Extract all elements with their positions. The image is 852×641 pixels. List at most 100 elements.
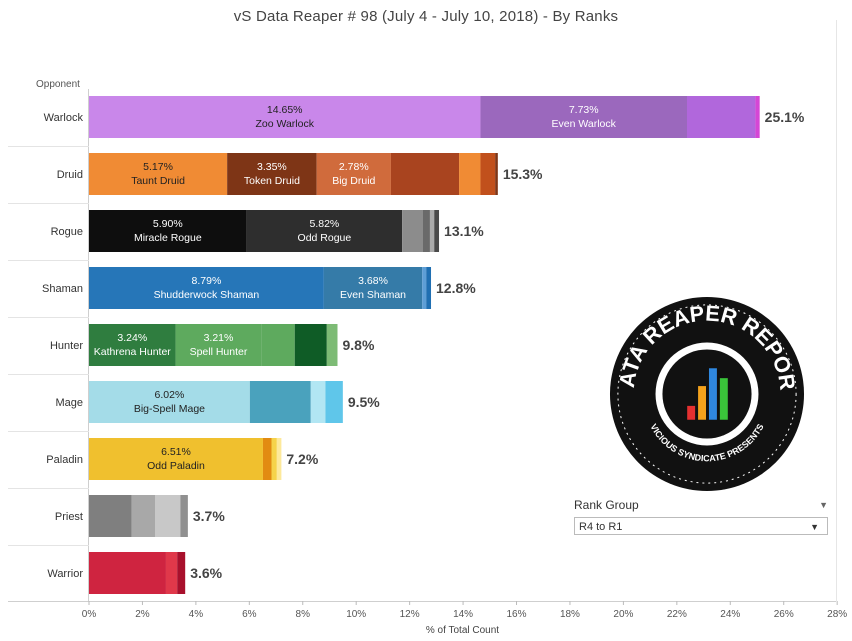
segment-name-label: Zoo Warlock xyxy=(255,118,314,130)
row-total-label: 3.7% xyxy=(193,508,225,524)
x-tick-label: 24% xyxy=(720,609,740,620)
x-tick-label: 6% xyxy=(242,609,257,620)
bar-segment xyxy=(89,438,263,480)
bar-segment xyxy=(165,552,178,594)
segment-value-label: 14.65% xyxy=(267,104,303,116)
bar-segment xyxy=(686,96,756,138)
dropdown-arrow-icon[interactable]: ▼ xyxy=(810,522,819,532)
row-total-label: 13.1% xyxy=(444,223,484,239)
bar-segment xyxy=(89,96,481,138)
rank-group-label: Rank Group xyxy=(574,498,639,512)
row-label: Warrior xyxy=(47,568,83,580)
bar-segment xyxy=(89,495,132,537)
x-tick-label: 26% xyxy=(774,609,794,620)
segment-name-label: Taunt Druid xyxy=(131,175,185,187)
bar-segment xyxy=(89,324,176,366)
segment-value-label: 5.17% xyxy=(143,161,173,173)
segment-name-label: Token Druid xyxy=(244,175,300,187)
x-tick-label: 20% xyxy=(613,609,633,620)
x-tick-label: 12% xyxy=(400,609,420,620)
segment-name-label: Big-Spell Mage xyxy=(134,403,205,415)
bar-segment xyxy=(402,210,423,252)
x-tick-label: 8% xyxy=(296,609,311,620)
segment-value-label: 6.02% xyxy=(155,389,185,401)
x-tick-label: 4% xyxy=(189,609,204,620)
row-total-label: 12.8% xyxy=(436,280,476,296)
bar-segment xyxy=(271,438,277,480)
bar-segment xyxy=(429,210,435,252)
row-label: Hunter xyxy=(50,340,83,352)
segment-name-label: Shudderwock Shaman xyxy=(154,289,260,301)
bar-segment xyxy=(180,495,188,537)
bar-segment xyxy=(310,381,326,423)
segment-value-label: 5.82% xyxy=(310,218,340,230)
row-label: Shaman xyxy=(42,283,83,295)
x-tick-label: 2% xyxy=(135,609,150,620)
bar-segment xyxy=(249,381,311,423)
bar-segment xyxy=(480,96,687,138)
segment-value-label: 5.90% xyxy=(153,218,183,230)
row-total-label: 9.5% xyxy=(348,394,380,410)
bar-segment xyxy=(434,210,440,252)
segment-value-label: 6.51% xyxy=(161,446,191,458)
row-total-label: 25.1% xyxy=(765,109,805,125)
bar-segment xyxy=(276,438,282,480)
rank-group-filter: Rank Group ▼ R4 to R1 ▼ xyxy=(574,498,832,535)
segment-name-label: Big Druid xyxy=(332,175,375,187)
bar-segment xyxy=(89,210,247,252)
row-label: Rogue xyxy=(51,226,83,238)
bar-segment xyxy=(154,495,181,537)
segment-value-label: 7.73% xyxy=(569,104,599,116)
segment-value-label: 3.21% xyxy=(204,332,234,344)
bar-segment xyxy=(323,267,423,309)
x-tick-label: 22% xyxy=(667,609,687,620)
bar-segment xyxy=(326,324,338,366)
segment-name-label: Even Shaman xyxy=(340,289,406,301)
row-header: Opponent xyxy=(36,79,80,90)
row-total-label: 3.6% xyxy=(190,565,222,581)
bar-segment xyxy=(755,96,760,138)
bar-segment xyxy=(480,153,496,195)
segment-name-label: Odd Rogue xyxy=(298,232,352,244)
segment-name-label: Miracle Rogue xyxy=(134,232,202,244)
bar-segment xyxy=(89,552,166,594)
bar-segment xyxy=(426,267,432,309)
bar-segment xyxy=(89,153,228,195)
segment-name-label: Spell Hunter xyxy=(190,346,248,358)
x-axis-title: % of Total Count xyxy=(426,625,499,636)
segment-name-label: Odd Paladin xyxy=(147,460,205,472)
x-tick-label: 16% xyxy=(507,609,527,620)
bar-segment xyxy=(294,324,327,366)
segment-name-label: Even Warlock xyxy=(552,118,617,130)
chart-title: vS Data Reaper # 98 (July 4 - July 10, 2… xyxy=(233,8,619,25)
filter-menu-caret-icon[interactable]: ▼ xyxy=(819,500,828,510)
bar-segment xyxy=(131,495,155,537)
bar-segment xyxy=(325,381,343,423)
rank-group-dropdown[interactable]: R4 to R1 ▼ xyxy=(574,517,828,535)
bar-segment xyxy=(423,210,430,252)
bar-chart-icon xyxy=(687,368,728,420)
segment-name-label: Kathrena Hunter xyxy=(94,346,172,358)
bar-segment xyxy=(422,267,427,309)
segment-value-label: 3.68% xyxy=(358,275,388,287)
bar-segment xyxy=(177,552,186,594)
rank-group-value: R4 to R1 xyxy=(579,521,623,533)
row-label: Mage xyxy=(55,397,83,409)
bar-segment xyxy=(246,210,403,252)
x-tick-label: 18% xyxy=(560,609,580,620)
segment-value-label: 8.79% xyxy=(192,275,222,287)
row-total-label: 9.8% xyxy=(342,337,374,353)
bar-segment xyxy=(262,438,272,480)
x-tick-label: 28% xyxy=(827,609,847,620)
bar-segment xyxy=(390,153,460,195)
x-tick-label: 0% xyxy=(82,609,97,620)
row-label: Priest xyxy=(55,511,83,523)
bar-segment xyxy=(175,324,262,366)
row-label: Paladin xyxy=(46,454,83,466)
bar-segment xyxy=(316,153,391,195)
bar-segment xyxy=(89,381,250,423)
x-tick-label: 14% xyxy=(453,609,473,620)
bar-segment xyxy=(89,267,324,309)
data-reaper-report-logo: DATA REAPER REPORT VICIOUS SYNDICATE PRE… xyxy=(608,295,805,492)
